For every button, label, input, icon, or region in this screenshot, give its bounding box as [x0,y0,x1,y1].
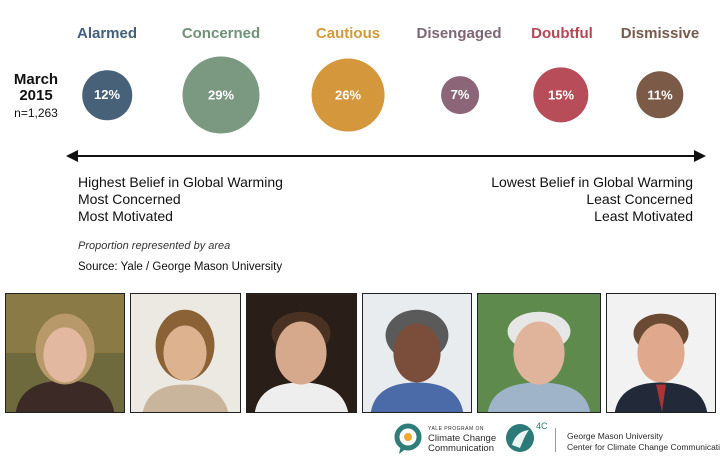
left-description-line: Highest Belief in Global Warming [78,174,283,190]
segment-label-concerned: Concerned [181,25,261,42]
portrait-photo-disengaged [362,293,472,413]
left-description-line: Most Motivated [78,208,173,224]
yale-program-line2: Communication [428,443,494,454]
fourc-label: 4C [536,421,548,431]
left-description: Highest Belief in Global Warming Most Co… [78,174,283,225]
bubble-concerned: 29% [182,56,260,134]
bubble-label-alarmed: 12% [93,87,121,103]
bubble-disengaged: 7% [441,76,479,114]
portrait-photo-cautious [246,293,357,413]
bubble-label-concerned: 29% [207,87,235,103]
right-description: Lowest Belief in Global Warming Least Co… [491,174,693,225]
yale-program-text: YALE PROGRAM ON Climate Change Communica… [428,424,496,454]
bubble-dismissive: 11% [636,71,684,119]
survey-date: March 2015 [13,71,59,104]
segment-label-dismissive: Dismissive [620,25,700,42]
portrait-photo-dismissive [606,293,716,413]
bubble-label-disengaged: 7% [450,87,470,103]
portrait-photo-concerned [130,293,241,413]
right-description-line: Least Concerned [586,191,693,207]
right-description-line: Lowest Belief in Global Warming [491,174,693,190]
segment-label-disengaged: Disengaged [416,25,502,42]
bubble-doubtful: 15% [533,67,589,123]
source-note: Source: Yale / George Mason University [78,261,283,273]
left-description-line: Most Concerned [78,191,181,207]
gmu-center-text: George Mason University Center for Clima… [567,431,720,453]
bubble-alarmed: 12% [82,70,132,120]
gmu-line2: Center for Climate Change Communication [567,442,720,452]
segment-label-doubtful: Doubtful [531,25,593,42]
footer-divider [555,428,556,452]
fourc-logo-icon [506,424,534,452]
yale-program-line1: Climate Change [428,433,497,444]
portrait-photo-alarmed [5,293,125,413]
gmu-line1: George Mason University [567,431,663,441]
bubble-label-dismissive: 11% [647,87,673,103]
segment-label-alarmed: Alarmed [76,25,138,42]
bubble-label-doubtful: 15% [547,87,575,103]
right-description-line: Least Motivated [594,208,693,224]
bubble-cautious: 26% [311,58,385,132]
yale-climate-logo-icon [394,423,422,454]
portrait-photo-doubtful [477,293,601,413]
belief-axis-arrow [66,150,706,162]
yale-program-small: YALE PROGRAM ON [428,426,485,432]
bubble-label-cautious: 26% [334,87,362,103]
area-note: Proportion represented by area [78,240,231,252]
survey-sample-size: n=1,263 [14,106,58,120]
segment-label-cautious: Cautious [315,25,381,42]
